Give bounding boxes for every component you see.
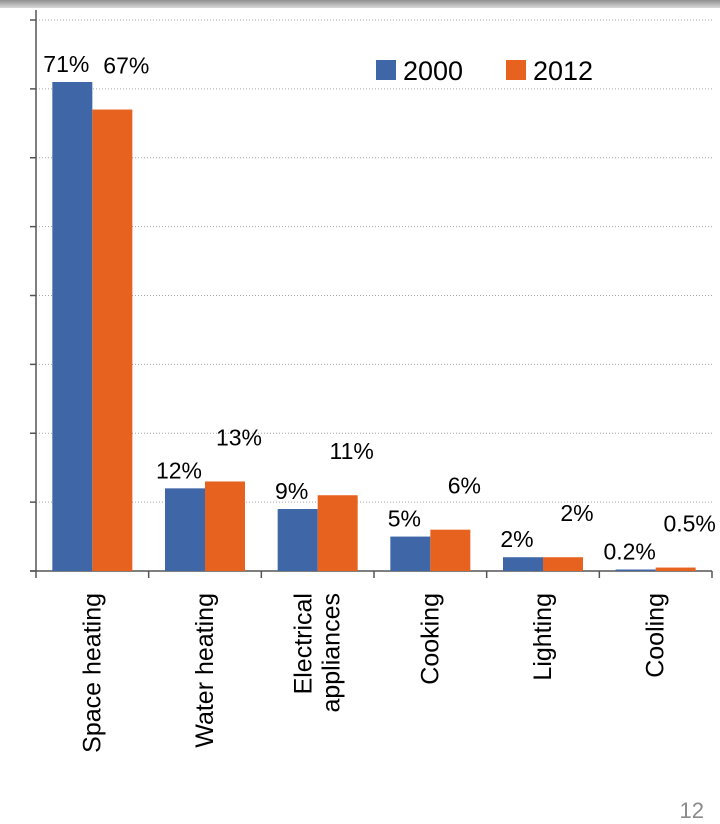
bar-2012-6 (655, 567, 696, 571)
category-label: Cooling (642, 593, 670, 678)
data-label: 11% (330, 438, 374, 464)
page-number: 12 (679, 798, 704, 823)
category-label: Cooking (416, 593, 444, 685)
data-label: 12% (156, 457, 202, 483)
category-label: Lighting (529, 593, 557, 681)
bar-2012-1 (92, 109, 133, 571)
bar-2000-3 (277, 509, 318, 571)
legend-label: 2012 (533, 56, 593, 86)
data-label: 0.2% (603, 539, 655, 565)
legend-swatch-2012 (506, 60, 526, 80)
data-label: 2% (500, 526, 533, 552)
bar-2000-5 (503, 557, 543, 571)
category-label: Water heating (191, 593, 219, 748)
category-label: Space heating (78, 593, 106, 753)
data-label: 9% (275, 478, 308, 504)
legend-swatch-2000 (376, 60, 396, 80)
data-label: 67% (103, 53, 149, 79)
bar-2000-2 (165, 488, 205, 571)
data-label: 6% (448, 473, 481, 499)
category-label: Electrical (290, 593, 318, 694)
bar-2000-1 (52, 81, 93, 572)
data-label: 5% (388, 506, 421, 532)
legend-label: 2000 (403, 56, 463, 86)
top-rule (0, 0, 720, 8)
data-label: 0.5% (663, 511, 715, 537)
bar-2012-4 (430, 529, 471, 571)
bar-2012-3 (317, 495, 358, 571)
bar-2000-6 (615, 569, 656, 571)
data-label: 13% (216, 424, 262, 450)
bar-2012-2 (205, 481, 245, 571)
data-label: 2% (560, 500, 593, 526)
bar-2012-5 (543, 557, 583, 571)
category-label: appliances (318, 593, 346, 713)
data-label: 71% (43, 51, 89, 77)
bar-2000-4 (390, 536, 431, 571)
